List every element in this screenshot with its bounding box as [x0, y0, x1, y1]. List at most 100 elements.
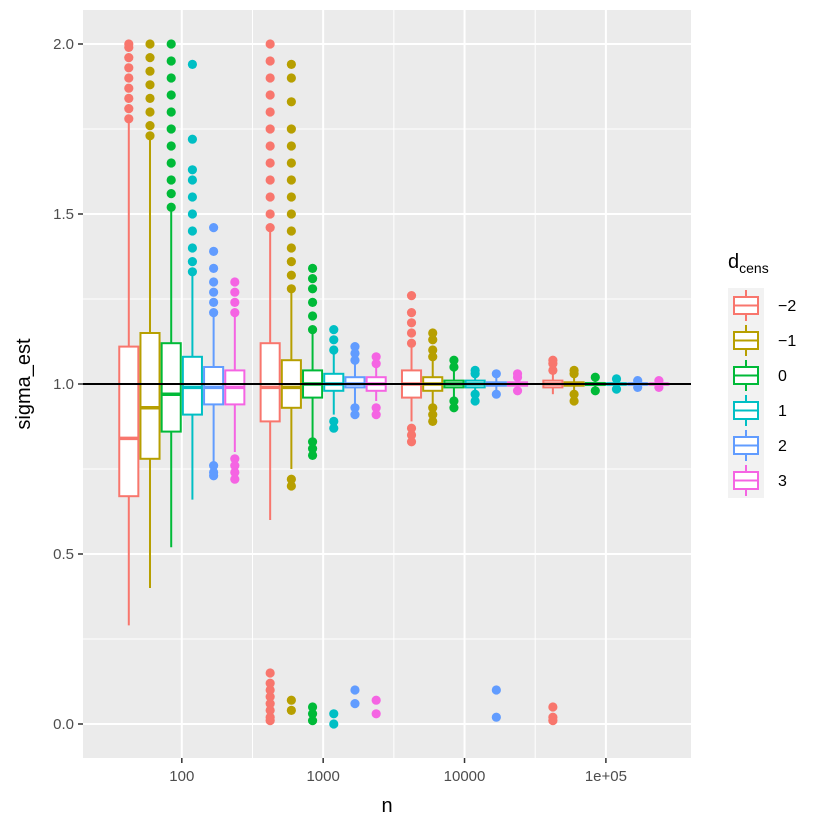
outlier-point — [286, 73, 296, 83]
outlier-point — [548, 702, 558, 712]
outlier-point — [449, 362, 459, 372]
outlier-point — [512, 369, 523, 379]
outlier-point — [428, 410, 438, 420]
outlier-point — [491, 685, 501, 695]
outlier-point — [209, 461, 219, 471]
outlier-point — [286, 209, 296, 219]
box-iqr — [160, 342, 182, 433]
outlier-point — [187, 257, 198, 267]
outlier-point — [307, 444, 318, 454]
outlier-point — [350, 410, 360, 420]
outlier-point — [406, 318, 417, 328]
outlier-point — [449, 355, 459, 365]
outlier-point — [166, 73, 176, 83]
outlier-point — [145, 121, 155, 131]
legend-item: 2 — [728, 428, 787, 463]
outlier-point — [350, 348, 360, 358]
outlier-point — [286, 474, 296, 484]
outlier-point — [428, 345, 438, 355]
outlier-point — [590, 386, 600, 396]
outlier-point — [166, 202, 176, 212]
outlier-point — [406, 430, 417, 440]
boxplot-n1000-d2 — [344, 342, 366, 709]
legend-keys: −2 −1 0 1 2 3 — [728, 288, 796, 498]
boxplot-n100-d0 — [160, 39, 182, 548]
outlier-point — [166, 158, 176, 168]
outlier-point — [230, 287, 240, 297]
legend-item: 0 — [728, 358, 787, 393]
outlier-point — [187, 267, 198, 277]
outlier-point — [187, 226, 198, 236]
outlier-point — [230, 461, 240, 471]
outlier-point — [350, 355, 360, 365]
outlier-point — [286, 59, 296, 69]
outlier-point — [265, 141, 275, 151]
legend: dcens −2 −1 0 1 2 3 — [728, 251, 796, 498]
outlier-point — [265, 158, 275, 168]
outlier-point — [286, 192, 296, 202]
outlier-point — [145, 131, 155, 141]
boxplot-n100-d-1 — [139, 39, 161, 588]
outlier-point — [265, 90, 275, 100]
outlier-point — [265, 209, 275, 219]
outlier-point — [187, 209, 198, 219]
outlier-point — [166, 56, 176, 66]
outlier-point — [329, 325, 339, 335]
legend-item: 3 — [728, 463, 787, 498]
outlier-point — [265, 223, 275, 233]
y-axis: 0.0 0.5 1.0 1.5 2.0 — [53, 36, 83, 733]
outlier-point — [329, 709, 339, 719]
legend-label: 2 — [778, 438, 787, 455]
outlier-point — [265, 73, 275, 83]
outlier-point — [470, 396, 480, 406]
boxplot-n1000-d-2 — [259, 39, 281, 726]
outlier-point — [307, 702, 318, 712]
y-axis-title: sigma_est — [13, 338, 35, 430]
outlier-point — [548, 355, 558, 365]
outlier-point — [286, 695, 296, 705]
outlier-point — [187, 243, 198, 253]
outlier-point — [307, 284, 318, 294]
outlier-point — [230, 467, 240, 477]
outlier-point — [307, 274, 318, 284]
outlier-point — [209, 263, 219, 273]
outlier-point — [286, 243, 296, 253]
outlier-point — [569, 396, 579, 406]
outlier-point — [449, 403, 459, 413]
outlier-point — [350, 403, 360, 413]
outlier-point — [209, 467, 219, 477]
outlier-point — [209, 308, 219, 318]
outlier-point — [491, 389, 501, 399]
outlier-point — [371, 352, 381, 362]
legend-title-sub: cens — [739, 260, 769, 276]
x-tick-label: 1e+05 — [585, 768, 627, 785]
legend-title-main: d — [728, 251, 739, 273]
outlier-point — [166, 175, 176, 185]
outlier-point — [371, 359, 381, 369]
outlier-point — [286, 175, 296, 185]
outlier-point — [428, 352, 438, 362]
outlier-point — [286, 481, 296, 491]
box-iqr — [259, 342, 281, 423]
x-tick-label: 10000 — [444, 768, 486, 785]
outlier-point — [371, 709, 381, 719]
y-tick-label: 1.0 — [53, 376, 74, 393]
outlier-point — [329, 416, 339, 426]
outlier-point — [187, 134, 198, 144]
legend-item: −2 — [728, 288, 796, 323]
outlier-point — [428, 335, 438, 345]
outlier-point — [187, 192, 198, 202]
outlier-point — [329, 345, 339, 355]
outlier-point — [265, 175, 275, 185]
outlier-point — [124, 53, 134, 63]
outlier-point — [187, 165, 198, 175]
outlier-point — [124, 83, 134, 93]
outlier-point — [329, 423, 339, 433]
outlier-point — [145, 66, 155, 76]
outlier-point — [265, 39, 275, 49]
outlier-point — [286, 97, 296, 107]
box-iqr — [118, 345, 140, 498]
outlier-point — [307, 263, 318, 273]
outlier-point — [307, 716, 318, 726]
